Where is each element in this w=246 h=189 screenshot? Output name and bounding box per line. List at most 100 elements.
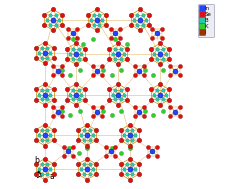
Point bbox=[85, 134, 89, 137]
Point bbox=[43, 103, 46, 106]
Point bbox=[83, 57, 87, 60]
Point bbox=[71, 37, 75, 40]
Point bbox=[92, 23, 96, 26]
Point bbox=[51, 29, 55, 32]
Point bbox=[60, 105, 64, 108]
Point bbox=[155, 154, 159, 157]
Point bbox=[40, 163, 44, 166]
Point bbox=[46, 98, 49, 101]
Point bbox=[40, 56, 44, 59]
Point bbox=[119, 173, 123, 176]
Point bbox=[155, 88, 159, 91]
Point bbox=[128, 168, 132, 171]
Point bbox=[76, 162, 80, 166]
Point bbox=[164, 93, 168, 96]
Point bbox=[94, 173, 98, 176]
Point bbox=[85, 178, 89, 181]
Point bbox=[110, 73, 114, 76]
Point bbox=[119, 47, 123, 50]
Point bbox=[113, 47, 117, 50]
Point bbox=[109, 36, 113, 39]
Point bbox=[81, 43, 85, 46]
Point bbox=[133, 65, 137, 68]
Point bbox=[118, 27, 122, 30]
Point bbox=[128, 123, 132, 126]
Point bbox=[40, 98, 44, 101]
Point bbox=[167, 57, 171, 60]
Point bbox=[178, 65, 182, 68]
Point bbox=[34, 129, 38, 132]
Point bbox=[113, 98, 117, 101]
Point bbox=[51, 8, 55, 11]
Point bbox=[137, 110, 141, 113]
Point bbox=[85, 144, 89, 147]
Point bbox=[152, 52, 156, 55]
Point bbox=[133, 168, 137, 171]
Point bbox=[43, 41, 46, 44]
Point bbox=[100, 115, 104, 118]
Point bbox=[118, 36, 122, 39]
Point bbox=[88, 139, 92, 142]
Point bbox=[158, 52, 162, 55]
Point bbox=[66, 27, 70, 30]
Point bbox=[43, 178, 46, 181]
Point bbox=[119, 109, 123, 112]
Point bbox=[46, 46, 49, 50]
Point bbox=[57, 18, 61, 21]
Point bbox=[51, 115, 55, 118]
Point bbox=[137, 163, 140, 166]
Point bbox=[91, 65, 95, 68]
Point bbox=[91, 74, 95, 77]
Point bbox=[100, 105, 104, 108]
Point bbox=[164, 52, 168, 55]
Point bbox=[65, 57, 69, 60]
Point bbox=[46, 88, 49, 91]
Point bbox=[51, 65, 55, 68]
Point bbox=[169, 65, 172, 68]
Point bbox=[116, 103, 120, 106]
Point bbox=[110, 114, 114, 117]
Point bbox=[48, 134, 52, 137]
Point bbox=[77, 57, 80, 60]
Point bbox=[116, 93, 120, 96]
Point bbox=[161, 47, 165, 50]
Point bbox=[77, 152, 80, 155]
Point bbox=[125, 88, 129, 91]
Point bbox=[128, 147, 132, 150]
Point bbox=[43, 157, 46, 160]
Point bbox=[122, 93, 126, 96]
Point bbox=[155, 32, 159, 35]
Point bbox=[74, 52, 78, 55]
Point bbox=[40, 129, 44, 132]
Point bbox=[46, 56, 49, 59]
Point bbox=[43, 62, 46, 65]
Point bbox=[125, 43, 129, 46]
Point bbox=[142, 74, 146, 77]
Point bbox=[83, 98, 87, 101]
Point bbox=[100, 65, 104, 68]
Point bbox=[122, 168, 126, 171]
Point bbox=[60, 74, 64, 77]
Point bbox=[46, 173, 49, 176]
Point bbox=[74, 83, 78, 86]
Point bbox=[107, 88, 111, 91]
Point bbox=[91, 168, 95, 171]
Point bbox=[119, 152, 123, 155]
Point bbox=[60, 115, 64, 118]
Point bbox=[79, 134, 83, 137]
Point bbox=[128, 144, 132, 147]
Point bbox=[161, 57, 165, 60]
Point bbox=[62, 145, 66, 148]
Point bbox=[141, 23, 145, 26]
Text: b: b bbox=[34, 156, 39, 165]
Point bbox=[71, 57, 75, 60]
Point bbox=[94, 29, 98, 32]
Point bbox=[60, 65, 64, 68]
Point bbox=[66, 150, 70, 153]
Point bbox=[46, 139, 49, 142]
Point bbox=[51, 18, 55, 21]
Point bbox=[91, 115, 95, 118]
Point bbox=[77, 68, 81, 71]
Point bbox=[82, 163, 86, 166]
Point bbox=[128, 134, 132, 137]
